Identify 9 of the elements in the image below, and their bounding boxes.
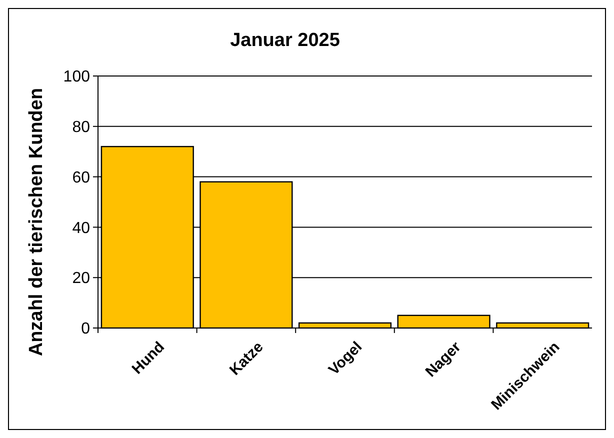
y-axis-title: Anzahl der tierischen Kunden — [26, 88, 47, 356]
y-tick-label: 40 — [72, 220, 90, 237]
y-tick-label: 0 — [81, 320, 90, 338]
y-tick-label: 60 — [72, 169, 90, 186]
chart-title: Januar 2025 — [230, 30, 340, 51]
y-tick-label: 80 — [72, 119, 90, 136]
y-tick-label: 20 — [72, 270, 90, 288]
bar — [397, 314, 490, 329]
y-tick-label: 100 — [63, 68, 90, 86]
